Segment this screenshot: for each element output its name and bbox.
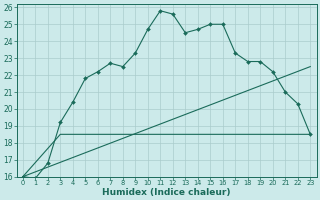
X-axis label: Humidex (Indice chaleur): Humidex (Indice chaleur) <box>102 188 231 197</box>
